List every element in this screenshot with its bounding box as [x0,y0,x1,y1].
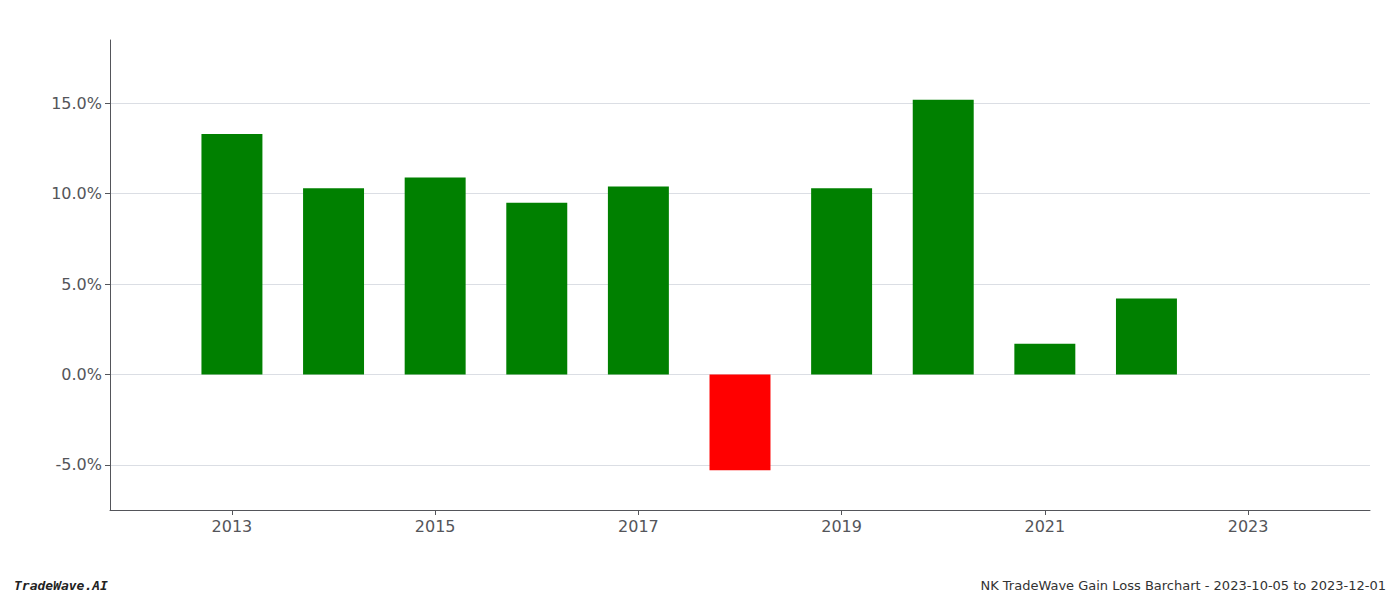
svg-text:0.0%: 0.0% [61,365,102,384]
svg-text:2023: 2023 [1228,517,1269,536]
svg-text:2021: 2021 [1024,517,1065,536]
svg-text:2015: 2015 [415,517,456,536]
svg-text:TradeWave.AI: TradeWave.AI [14,578,108,593]
svg-text:2013: 2013 [212,517,253,536]
svg-text:5.0%: 5.0% [61,275,102,294]
svg-text:-5.0%: -5.0% [56,455,102,474]
svg-text:2017: 2017 [618,517,659,536]
svg-text:10.0%: 10.0% [51,184,102,203]
svg-text:15.0%: 15.0% [51,94,102,113]
svg-text:2019: 2019 [821,517,862,536]
svg-text:NK TradeWave Gain Loss Barchar: NK TradeWave Gain Loss Barchart - 2023-1… [980,578,1386,593]
